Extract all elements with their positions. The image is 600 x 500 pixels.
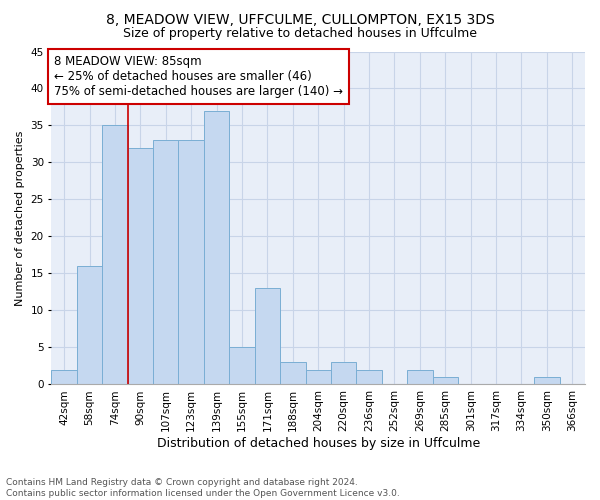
Bar: [128, 148, 153, 384]
Text: 8 MEADOW VIEW: 85sqm
← 25% of detached houses are smaller (46)
75% of semi-detac: 8 MEADOW VIEW: 85sqm ← 25% of detached h…: [54, 55, 343, 98]
Bar: [433, 377, 458, 384]
Text: Size of property relative to detached houses in Uffculme: Size of property relative to detached ho…: [123, 28, 477, 40]
X-axis label: Distribution of detached houses by size in Uffculme: Distribution of detached houses by size …: [157, 437, 480, 450]
Bar: [255, 288, 280, 384]
Bar: [77, 266, 102, 384]
Bar: [153, 140, 178, 384]
Bar: [331, 362, 356, 384]
Bar: [305, 370, 331, 384]
Bar: [52, 370, 77, 384]
Bar: [280, 362, 305, 384]
Bar: [102, 126, 128, 384]
Y-axis label: Number of detached properties: Number of detached properties: [15, 130, 25, 306]
Bar: [356, 370, 382, 384]
Bar: [229, 348, 255, 385]
Bar: [407, 370, 433, 384]
Bar: [534, 377, 560, 384]
Text: 8, MEADOW VIEW, UFFCULME, CULLOMPTON, EX15 3DS: 8, MEADOW VIEW, UFFCULME, CULLOMPTON, EX…: [106, 12, 494, 26]
Text: Contains HM Land Registry data © Crown copyright and database right 2024.
Contai: Contains HM Land Registry data © Crown c…: [6, 478, 400, 498]
Bar: [204, 110, 229, 384]
Bar: [178, 140, 204, 384]
